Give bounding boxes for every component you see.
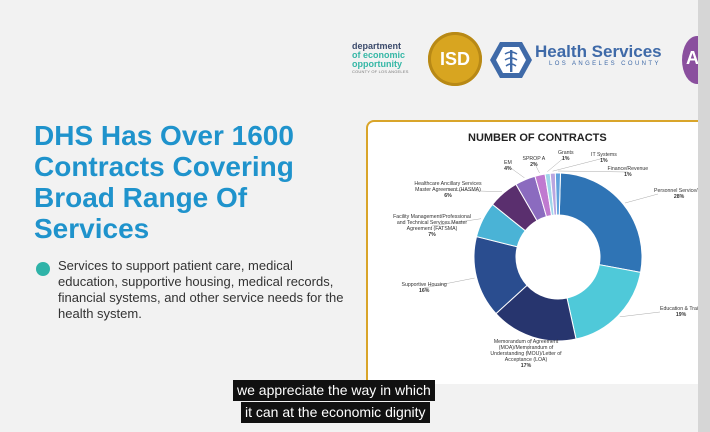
slice-label-name: Grants	[558, 150, 574, 156]
slice-label: Personnel Service/Re28%	[654, 188, 698, 200]
leader-line	[447, 189, 503, 192]
slice-label-percent: 4%	[504, 166, 512, 172]
slice-label: Finance/Revenue 1%	[608, 166, 649, 178]
slice-label-name: EM	[504, 160, 512, 166]
slice-label: SPROP A 2%	[523, 156, 546, 168]
slice-label: Memorandum of Agreement (MOA)/Memorandum…	[487, 339, 565, 369]
slice-label-percent: 28%	[673, 194, 685, 200]
slide-title-line: Services	[34, 213, 150, 244]
slice-label-percent: 16%	[418, 288, 430, 294]
slice-label-name: Personnel Service/Re	[654, 188, 698, 194]
slice-label-percent: 2%	[530, 162, 538, 168]
right-edge	[698, 0, 710, 432]
leader-line	[431, 218, 482, 227]
slide-title-line: DHS Has Over 1600	[34, 120, 294, 151]
slice-label-name: Healthcare Ancillary Services Master Agr…	[414, 181, 482, 193]
donut-slice	[566, 264, 642, 340]
slice-label-percent: 17%	[520, 363, 532, 369]
slice-label-percent: 1%	[624, 172, 632, 178]
chart-title: NUMBER OF CONTRACTS	[468, 132, 607, 144]
slice-label-percent: 1%	[562, 156, 570, 162]
leader-line	[557, 170, 629, 173]
slice-label-name: Supportive Housing	[401, 282, 447, 288]
slice-label-percent: 7%	[428, 232, 436, 238]
slide-title-line: Contracts Covering	[34, 151, 294, 182]
deo-logo-line4: COUNTY OF LOS ANGELES	[352, 69, 409, 74]
slice-label-name: Facility Management/Professional and Tec…	[393, 214, 471, 232]
leader-line	[533, 161, 540, 174]
health-services-logo: Health Services LOS ANGELES COUNTY	[535, 42, 662, 68]
donut-slice	[558, 172, 643, 273]
subtitle-caption-line2: it can at the economic dignity	[241, 402, 430, 423]
slide-title-line: Broad Range Of	[34, 182, 248, 213]
slice-label-percent: 19%	[675, 312, 687, 318]
deo-logo-line2: of economic	[352, 50, 406, 60]
leader-line	[525, 338, 533, 355]
slice-label: Healthcare Ancillary Services Master Agr…	[409, 181, 487, 199]
slide-title: DHS Has Over 1600 Contracts Covering Bro…	[34, 120, 364, 244]
donut-slice	[554, 172, 562, 216]
chart-panel: NUMBER OF CONTRACTS Personnel Service/Re…	[366, 120, 698, 384]
slice-label-name: Education & Traini	[660, 306, 698, 312]
logo-bar: department of economic opportunity COUNT…	[352, 30, 698, 90]
leader-line	[552, 157, 605, 172]
donut-chart	[423, 155, 661, 355]
deo-logo-line3: opportunity	[352, 59, 402, 69]
slice-label: Supportive Housing 16%	[402, 282, 447, 294]
slice-label-name: SPROP A	[522, 156, 546, 162]
slice-label-percent: 1%	[600, 158, 608, 164]
slice-label: IT Systems 1%	[591, 152, 617, 164]
deo-logo: department of economic opportunity COUNT…	[352, 42, 420, 75]
slice-label: Grants 1%	[558, 150, 574, 162]
bullet-text: Services to support patient care, medica…	[58, 258, 344, 321]
slice-label: Education & Traini 19%	[660, 306, 698, 318]
deo-logo-line1: department	[352, 41, 402, 51]
isd-logo-text: ISD	[439, 48, 470, 69]
slice-label-percent: 6%	[444, 193, 452, 199]
slice-label: Facility Management/Professional and Tec…	[393, 214, 471, 238]
leader-line	[624, 193, 659, 204]
slice-label-name: Memorandum of Agreement (MOA)/Memorandum…	[490, 339, 562, 363]
isd-logo: ISD	[428, 32, 482, 86]
partial-logo: A	[682, 36, 698, 84]
slice-label-name: IT Systems	[591, 152, 617, 158]
leader-line	[547, 155, 567, 172]
slice-label-name: Finance/Revenue	[607, 166, 649, 172]
slice-label: EM 4%	[504, 160, 512, 172]
leader-line	[507, 165, 525, 179]
health-services-icon	[490, 42, 532, 78]
subtitle-caption-line1: we appreciate the way in which	[233, 380, 435, 401]
leader-line	[619, 311, 661, 318]
health-services-title: Health Services	[535, 42, 662, 61]
health-services-subtitle: LOS ANGELES COUNTY	[549, 61, 661, 67]
leader-line	[423, 277, 475, 289]
bullet-icon	[36, 262, 50, 276]
